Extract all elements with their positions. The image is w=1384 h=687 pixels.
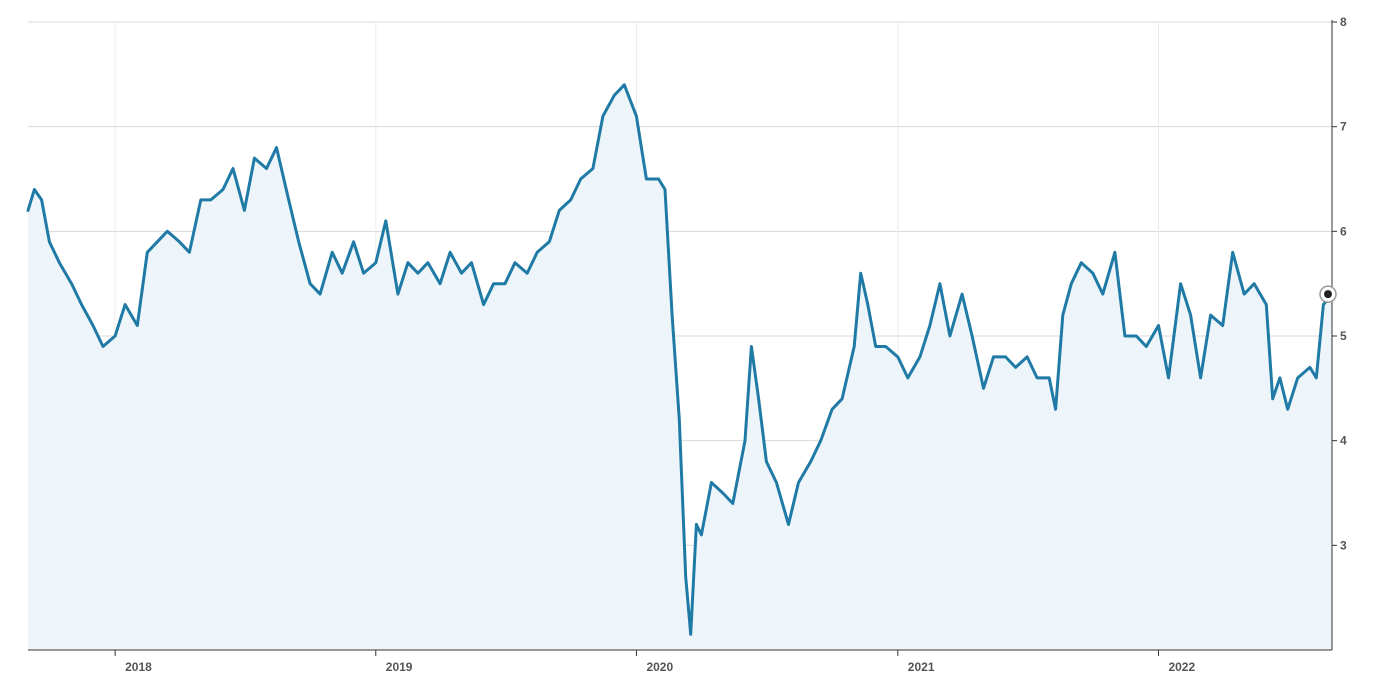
y-tick-label: 5 — [1340, 329, 1347, 343]
x-tick-label: 2020 — [646, 660, 673, 674]
x-tick-label: 2019 — [386, 660, 413, 674]
chart-marker-layer — [1319, 285, 1337, 303]
chart-axes — [28, 20, 1337, 656]
last-value-marker-dot — [1324, 290, 1332, 299]
series-area-fill — [28, 84, 1332, 651]
x-tick-label: 2021 — [908, 660, 935, 674]
chart-tick-labels: 3 4 5 6 7 8 2018 2019 2020 2021 2022 — [125, 15, 1347, 674]
chart-area-layer — [26, 83, 1334, 651]
y-tick-label: 3 — [1340, 538, 1347, 552]
y-tick-label: 7 — [1340, 120, 1347, 134]
y-tick-label: 6 — [1340, 224, 1347, 238]
y-tick-label: 4 — [1340, 434, 1347, 448]
x-tick-label: 2022 — [1168, 660, 1195, 674]
x-tick-label: 2018 — [125, 660, 152, 674]
y-tick-label: 8 — [1340, 15, 1347, 29]
series-line — [26, 83, 1334, 636]
